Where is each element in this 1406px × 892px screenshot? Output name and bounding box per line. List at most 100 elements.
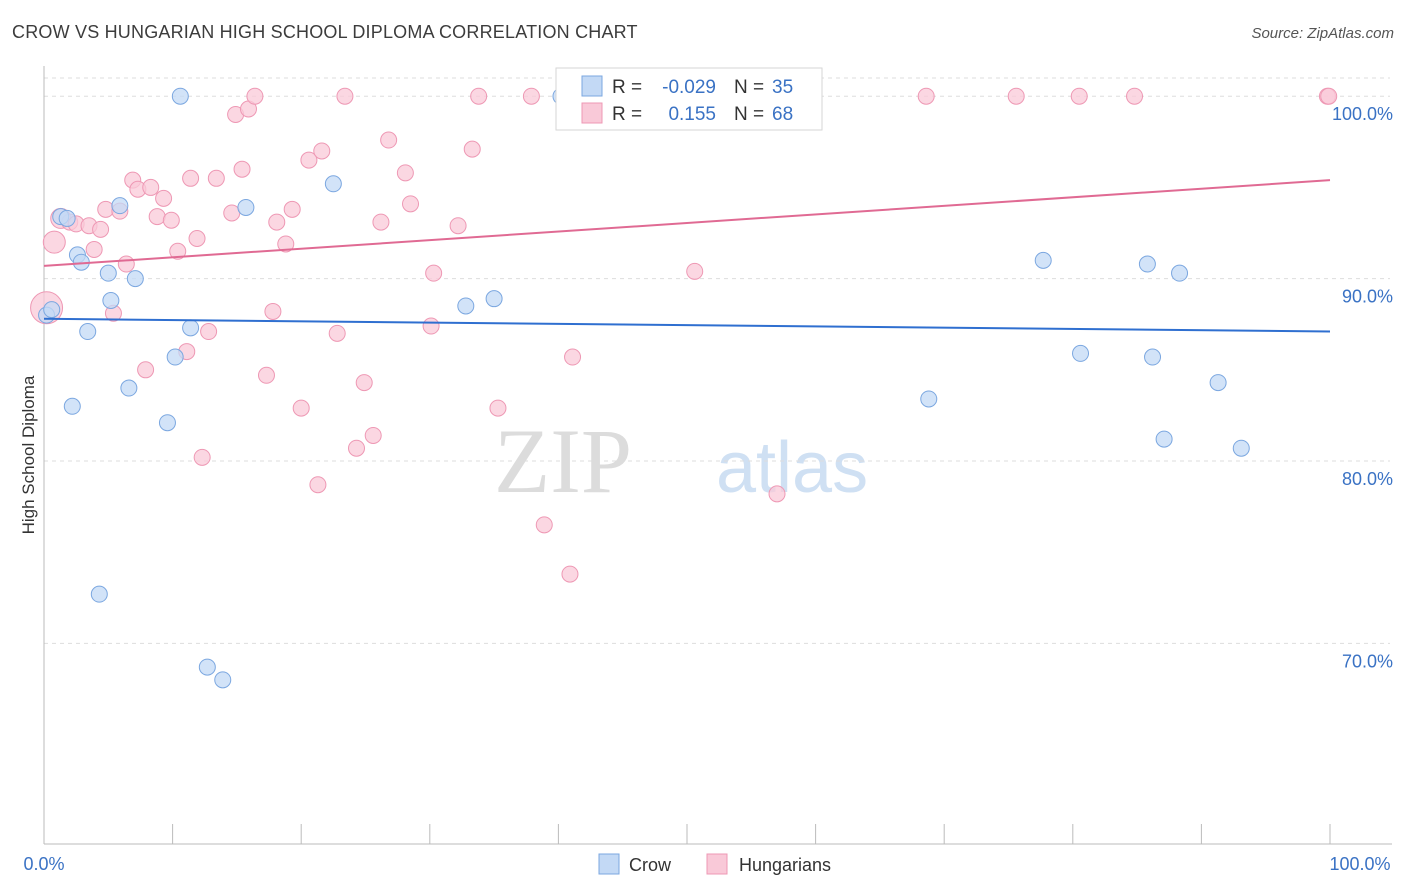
hungarians-point — [155, 189, 173, 207]
crow-point — [111, 197, 129, 215]
crow-point — [102, 292, 120, 310]
crow-point — [1034, 251, 1052, 269]
hungarians-point — [328, 324, 346, 342]
y-tick-label: 100.0% — [1332, 104, 1393, 124]
stats-legend: R = -0.029 N = 35 R = 0.155 N = 68 — [555, 67, 823, 131]
hungarians-point — [489, 399, 507, 417]
hungarians-point — [92, 220, 110, 238]
chart-title: CROW VS HUNGARIAN HIGH SCHOOL DIPLOMA CO… — [12, 22, 638, 42]
hungarians-point — [470, 87, 488, 105]
crow-point — [1171, 264, 1189, 282]
hungarians-n-value: 68 — [772, 104, 793, 125]
crow-point — [120, 379, 138, 397]
hungarians-point — [193, 448, 211, 466]
hungarians-point — [182, 169, 200, 187]
crow-point — [166, 348, 184, 366]
hungarians-point — [268, 213, 286, 231]
crow-point — [1144, 348, 1162, 366]
hungarians-point — [200, 323, 218, 341]
crow-point — [79, 323, 97, 341]
hungarians-point — [264, 302, 282, 320]
crow-point — [198, 658, 216, 676]
bottom-legend: Crow Hungarians — [598, 853, 831, 875]
crow-point — [158, 414, 176, 432]
hungarians-point — [292, 399, 310, 417]
crow-r-label: R = — [612, 77, 642, 98]
watermark-zip: ZIP — [494, 410, 632, 512]
crow-point — [90, 585, 108, 603]
hungarians-point — [449, 217, 467, 235]
hungarians-point — [402, 195, 420, 213]
crow-point — [58, 209, 76, 227]
hungarians-point — [1126, 87, 1144, 105]
hungarians-point — [117, 255, 135, 273]
crow-n-value: 35 — [772, 77, 793, 98]
crow-point — [324, 175, 342, 193]
crow-r-value: -0.029 — [662, 77, 716, 98]
crow-point — [43, 301, 61, 319]
crow-point — [920, 390, 938, 408]
hungarians-point — [561, 565, 579, 583]
hungarians-point — [188, 229, 206, 247]
grid-layer: 70.0% 80.0% 90.0% 100.0% — [44, 77, 1393, 671]
hungarians-point — [223, 204, 241, 222]
hungarians-points — [30, 87, 1338, 583]
hungarians-point — [396, 164, 414, 182]
hungarians-point — [97, 200, 115, 218]
hungarians-point — [277, 235, 295, 253]
hungarians-point — [300, 151, 318, 169]
hungarians-point — [137, 361, 155, 379]
axis-layer — [43, 66, 1392, 845]
crow-point — [485, 290, 503, 308]
crow-point — [237, 198, 255, 216]
x-tick-label-max: 100.0% — [1329, 854, 1390, 874]
bottom-legend-hungarians-swatch — [706, 853, 728, 875]
hungarians-point — [917, 87, 935, 105]
chart-source: Source: ZipAtlas.com — [1251, 25, 1394, 42]
hungarians-r-value: 0.155 — [668, 104, 716, 125]
crow-point — [1155, 430, 1173, 448]
hungarians-point — [162, 211, 180, 229]
hungarians-point — [380, 131, 398, 149]
hungarians-point — [85, 240, 103, 258]
hungarians-trend-line — [43, 179, 1331, 267]
hungarians-point — [535, 516, 553, 534]
crow-legend-swatch — [581, 75, 603, 97]
hungarians-point — [142, 178, 160, 196]
bottom-legend-crow-swatch — [598, 853, 620, 875]
hungarians-n-label: N = — [734, 104, 764, 125]
crow-point — [171, 87, 189, 105]
crow-n-label: N = — [734, 77, 764, 98]
hungarians-point — [246, 87, 264, 105]
hungarians-point — [422, 317, 440, 335]
hungarians-point — [355, 374, 373, 392]
hungarians-point — [1070, 87, 1088, 105]
hungarians-point — [313, 142, 331, 160]
hungarians-point — [372, 213, 390, 231]
y-tick-label: 90.0% — [1342, 287, 1393, 307]
y-tick-label: 70.0% — [1342, 651, 1393, 671]
y-tick-label: 80.0% — [1342, 469, 1393, 489]
hungarians-r-label: R = — [612, 104, 642, 125]
crow-trend-line — [43, 317, 1331, 333]
crow-point — [1232, 439, 1250, 457]
y-axis-title: High School Diploma — [19, 375, 38, 534]
crow-point — [99, 264, 117, 282]
hungarians-point — [347, 439, 365, 457]
hungarians-point — [425, 264, 443, 282]
hungarians-point — [522, 87, 540, 105]
hungarians-point — [1007, 87, 1025, 105]
trend-lines — [43, 179, 1331, 333]
hungarians-point — [233, 160, 251, 178]
hungarians-point — [564, 348, 582, 366]
bottom-legend-crow-label: Crow — [629, 855, 672, 875]
hungarians-point — [309, 476, 327, 494]
hungarians-point — [148, 208, 166, 226]
watermark-atlas: atlas — [716, 428, 868, 508]
hungarians-point — [686, 262, 704, 280]
hungarians-point — [169, 242, 187, 260]
crow-point — [457, 297, 475, 315]
bottom-legend-hungarians-label: Hungarians — [739, 855, 831, 875]
hungarians-point — [1320, 87, 1338, 105]
